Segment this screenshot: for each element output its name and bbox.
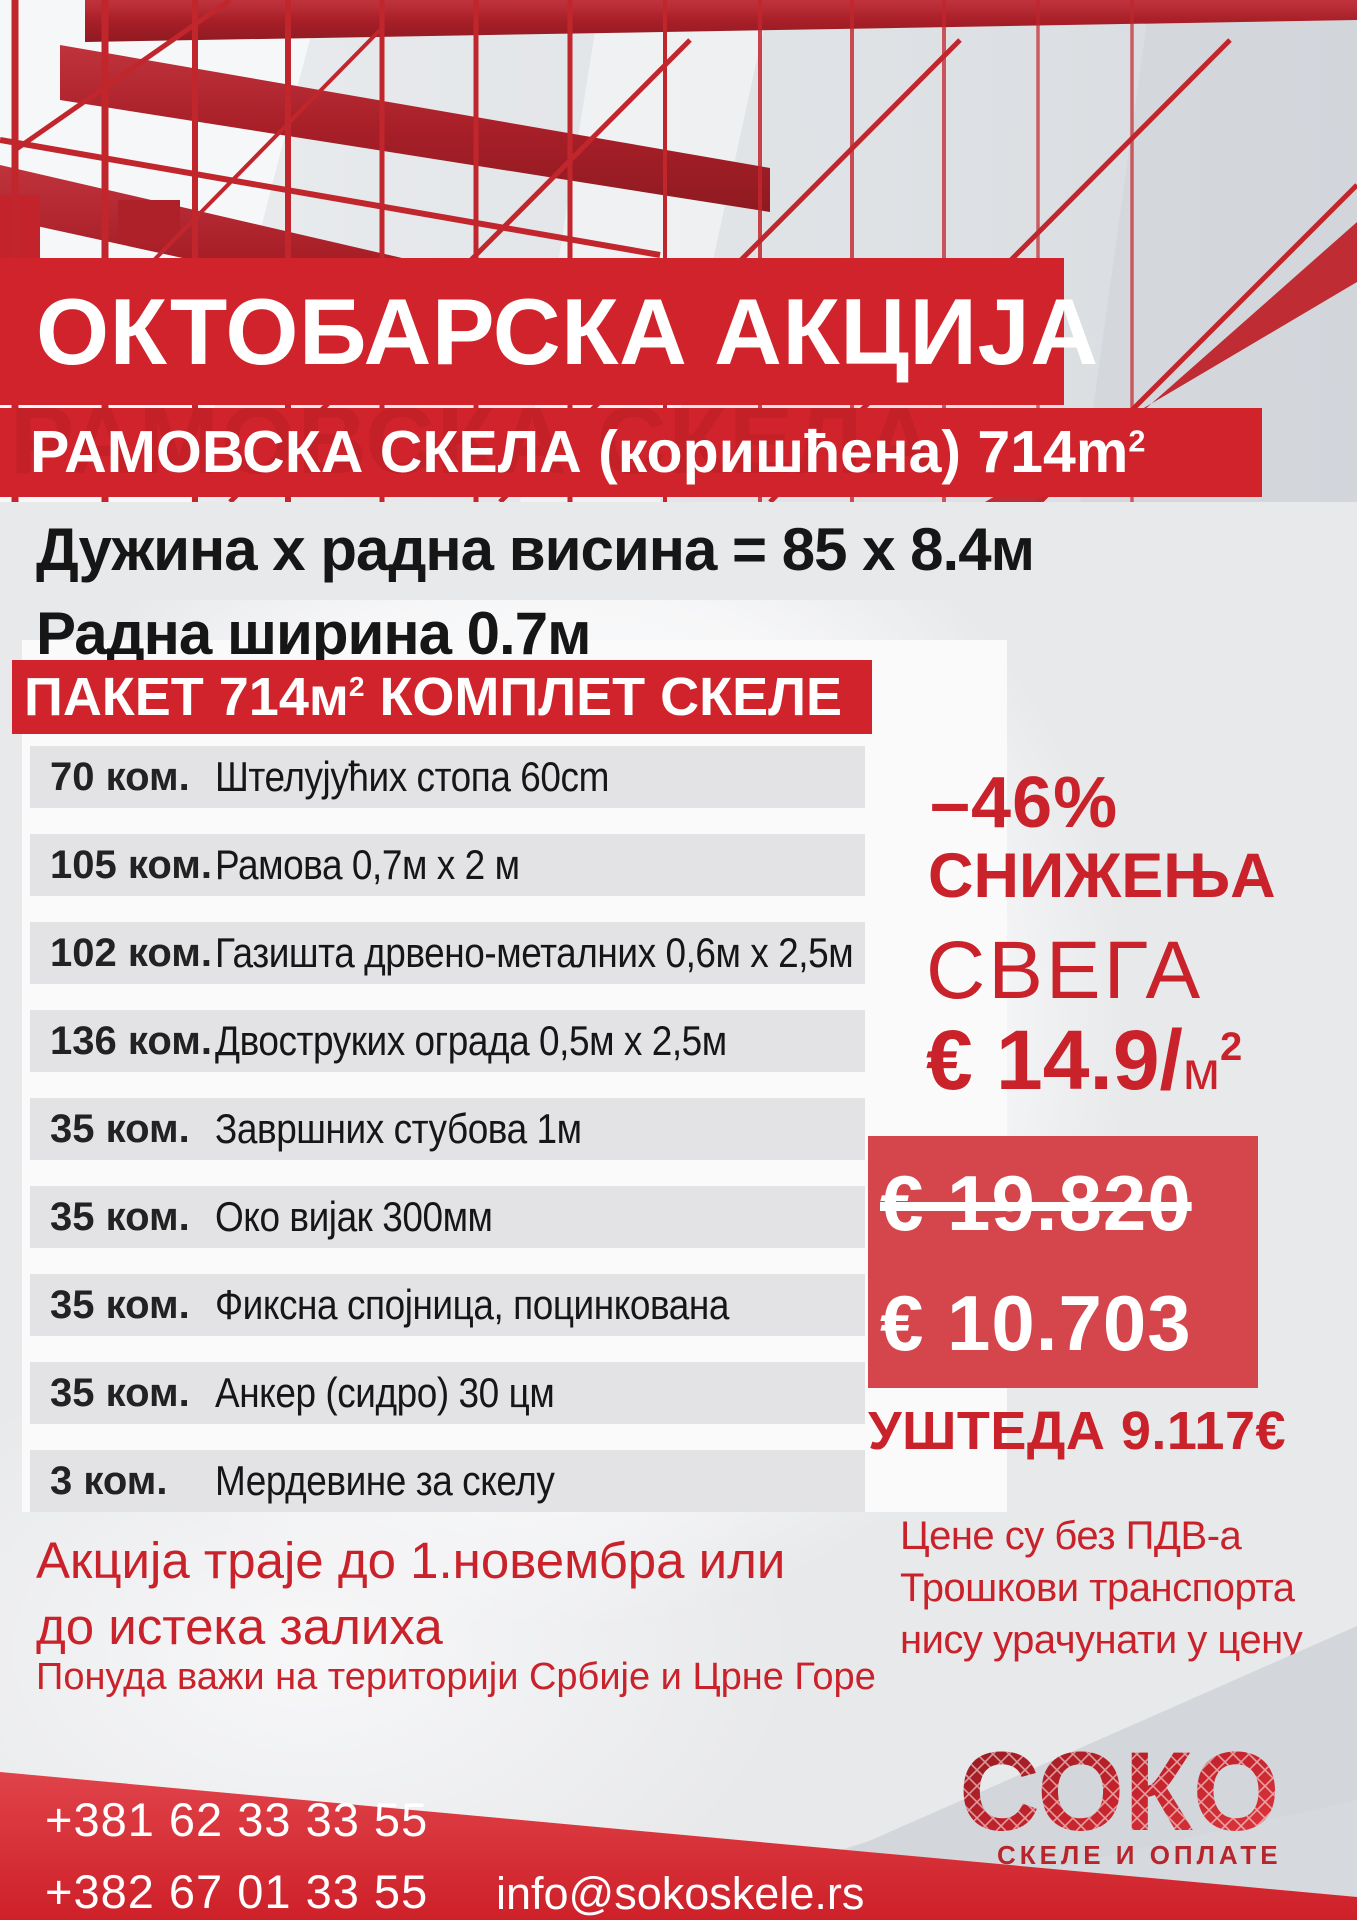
promo-title-banner: ОКТОБАРСКА АКЦИЈА (0, 258, 1098, 405)
list-item: 70 ком. Штелујућих стопа 60cm (30, 746, 865, 808)
item-description: Завршних стубова 1м (215, 1105, 582, 1152)
item-description: Двоструких ограда 0,5м х 2,5м (215, 1017, 727, 1064)
item-description: Фиксна спојница, поцинкована (215, 1281, 729, 1328)
list-item: 35 ком. Анкер (сидро) 30 цм (30, 1362, 865, 1424)
vat-line-2: Трошкови транспорта (900, 1566, 1295, 1610)
item-description: Анкер (сидро) 30 цм (215, 1369, 555, 1416)
item-quantity: 35 ком. (50, 1194, 190, 1239)
dimension-line-1: Дужина х радна висина = 85 х 8.4м (36, 516, 1035, 583)
promo-title: ОКТОБАРСКА АКЦИЈА (36, 279, 1099, 384)
logo-wordmark: СОКО (959, 1738, 1280, 1854)
dimension-line-2: Радна ширина 0.7м (36, 600, 591, 667)
superscript-2: 2 (1128, 423, 1146, 459)
duration-line-2: до истека залиха (36, 1598, 443, 1655)
superscript-2: 2 (1220, 1025, 1243, 1069)
promo-duration: Акција траје до 1.новембра или до истека… (36, 1528, 785, 1660)
logo-tagline: СКЕЛЕ И ОПЛАТЕ (997, 1840, 1282, 1870)
logo-truss-texture: СОКО (959, 1738, 1280, 1854)
item-quantity: 35 ком. (50, 1282, 190, 1327)
item-description: Око вијак 300мм (215, 1193, 493, 1240)
territory-note: Понуда важи на територији Србије и Црне … (36, 1656, 876, 1698)
price-box: € 19.820 € 10.703 (868, 1136, 1258, 1388)
promo-subtitle-banner: РАМОВСКА СКЕЛА РАМОВСКА СКЕЛА (коришћена… (0, 408, 1262, 497)
old-price: € 19.820 (880, 1159, 1192, 1247)
superscript-2: 2 (348, 671, 365, 702)
promo-subtitle-ghost: РАМОВСКА СКЕЛА (10, 408, 936, 494)
item-description: Рамова 0,7м х 2 м (215, 841, 520, 888)
item-description: Мердевине за скелу (215, 1457, 555, 1504)
list-item: 102 ком. Газишта дрвено-металних 0,6м х 2… (30, 922, 865, 984)
item-quantity: 35 ком. (50, 1106, 190, 1151)
item-quantity: 136 ком. (50, 1018, 212, 1063)
list-item: 35 ком. Око вијак 300мм (30, 1186, 865, 1248)
unit-price: € 14.9/м2 (926, 1013, 1243, 1107)
phone-number-montenegro: +382 67 01 33 55 (45, 1865, 429, 1918)
list-item: 136 ком. Двоструких ограда 0,5м х 2,5м (30, 1010, 865, 1072)
vat-note: Цене су без ПДВ-а Трошкови транспорта ни… (900, 1510, 1303, 1666)
promo-subtitle: РАМОВСКА СКЕЛА (коришћена) 714m2 (30, 419, 1146, 485)
item-quantity: 70 ком. (50, 754, 190, 799)
gray-diagonal-band (690, 1626, 1357, 1920)
vat-line-1: Цене су без ПДВ-а (900, 1514, 1242, 1558)
discount-percent: –46% (930, 763, 1119, 843)
package-items-list: 70 ком. Штелујућих стопа 60cm 105 ком. Рам… (30, 746, 865, 1538)
item-quantity: 3 ком. (50, 1458, 168, 1503)
red-diagonal-band (0, 1772, 1357, 1920)
phone-number-serbia: +381 62 33 33 55 (45, 1793, 429, 1846)
list-item: 3 ком. Мердевине за скелу (30, 1450, 865, 1512)
email-address: info@sokoskele.rs (496, 1868, 865, 1919)
list-item: 35 ком. Завршних стубова 1м (30, 1098, 865, 1160)
item-description: Штелујућих стопа 60cm (215, 753, 609, 800)
item-description: Газишта дрвено-металних 0,6м х 2,5м (215, 929, 854, 976)
list-item: 105 ком. Рамова 0,7м х 2 м (30, 834, 865, 896)
duration-line-1: Акција траје до 1.новембра или (36, 1532, 786, 1589)
vat-line-3: нису урачунати у цену (900, 1618, 1303, 1662)
list-item: 35 ком. Фиксна спојница, поцинкована (30, 1274, 865, 1336)
bottom-decoration (0, 1626, 1357, 1920)
soko-logo: СОКО СОКО СКЕЛЕ И ОПЛАТЕ (959, 1738, 1282, 1870)
new-price: € 10.703 (880, 1279, 1192, 1367)
package-title-banner: ПАКЕТ 714м2 КОМПЛЕТ СКЕЛЕ (12, 660, 872, 734)
item-quantity: 102 ком. (50, 930, 212, 975)
dimensions-text: Дужина х радна висина = 85 х 8.4м Радна … (36, 508, 1035, 676)
discount-label: СНИЖЕЊА (928, 841, 1276, 911)
only-label: СВЕГА (926, 925, 1204, 1016)
item-quantity: 105 ком. (50, 842, 212, 887)
savings-text: УШТЕДА 9.117€ (868, 1401, 1287, 1461)
item-quantity: 35 ком. (50, 1370, 190, 1415)
